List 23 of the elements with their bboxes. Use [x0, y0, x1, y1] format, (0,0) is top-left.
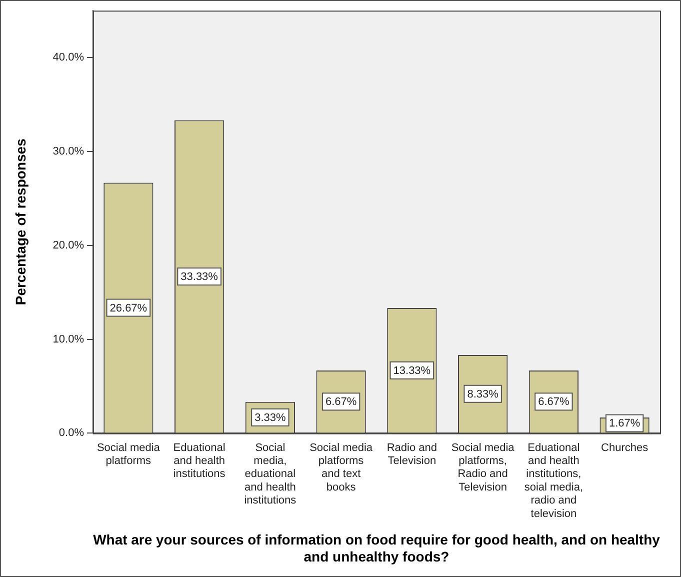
data-label: 3.33% [254, 412, 286, 424]
y-axis-title: Percentage of responses [12, 138, 28, 306]
y-tick-label: 0.0% [58, 427, 84, 440]
data-label: 26.67% [110, 302, 148, 314]
x-tick-label: Social media platforms and text books [310, 442, 374, 494]
y-tick-label: 40.0% [52, 52, 84, 64]
y-tick-label: 10.0% [52, 333, 84, 346]
x-tick-label: Social media, eduational and health institutions [244, 442, 297, 507]
x-tick-label: Eduational and health institutions [173, 442, 226, 480]
x-tick-label: Eduational and health institutions, soial media, radio and television [524, 442, 584, 520]
data-label: 13.33% [393, 364, 431, 377]
x-axis-title: What are your sources of information on food require for good health, and on healthy and unhealthy foods? [93, 532, 660, 564]
data-label: 33.33% [180, 270, 218, 283]
x-tick-label: Social media platforms, Radio and Television [451, 442, 516, 494]
x-tick-label: Radio and Television [386, 442, 438, 468]
data-label: 8.33% [467, 388, 499, 400]
data-label: 6.67% [325, 396, 357, 408]
data-label: 6.67% [538, 396, 570, 408]
y-tick-label: 30.0% [52, 146, 84, 158]
x-tick-label: Churches [601, 442, 649, 454]
y-tick-label: 20.0% [52, 239, 84, 252]
data-label: 1.67% [608, 418, 640, 430]
x-tick-label: Social media platforms [96, 442, 161, 468]
